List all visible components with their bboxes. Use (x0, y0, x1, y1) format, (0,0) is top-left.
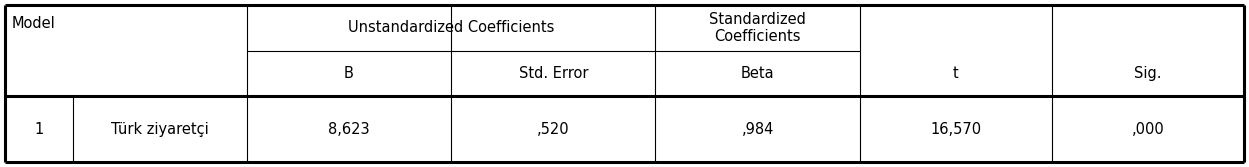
Text: Unstandardized Coefficients: Unstandardized Coefficients (348, 20, 555, 35)
Text: B: B (343, 66, 353, 81)
Text: t: t (953, 66, 959, 81)
Text: ,520: ,520 (537, 122, 570, 137)
Text: Türk ziyaretçi: Türk ziyaretçi (111, 122, 209, 137)
Text: 16,570: 16,570 (931, 122, 982, 137)
Text: 1: 1 (35, 122, 44, 137)
Text: Model: Model (12, 16, 56, 31)
Text: Standardized
Coefficients: Standardized Coefficients (709, 12, 806, 44)
Text: Std. Error: Std. Error (518, 66, 588, 81)
Text: Sig.: Sig. (1134, 66, 1162, 81)
Text: ,984: ,984 (742, 122, 774, 137)
Text: 8,623: 8,623 (328, 122, 370, 137)
Text: Beta: Beta (741, 66, 774, 81)
Text: ,000: ,000 (1132, 122, 1164, 137)
